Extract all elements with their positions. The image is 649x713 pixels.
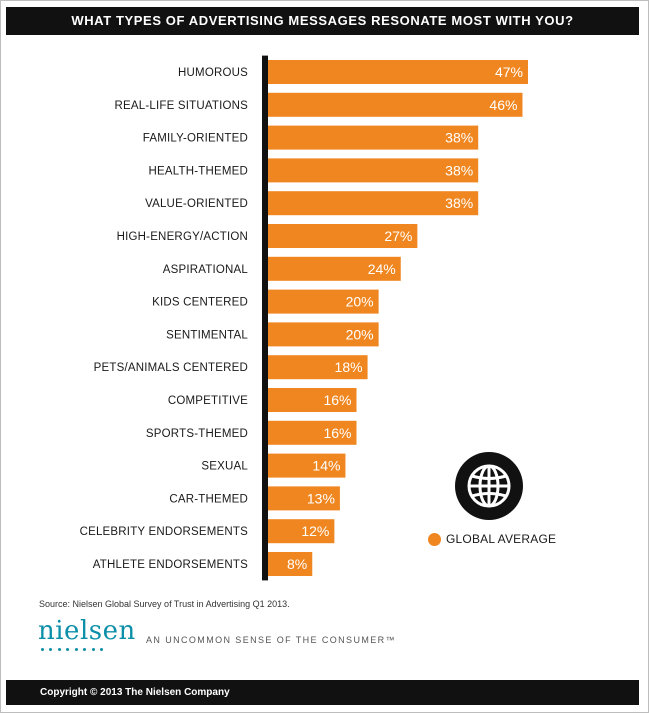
value-label: 20% (346, 294, 374, 310)
value-label: 38% (445, 195, 473, 211)
category-label: HIGH-ENERGY/ACTION (117, 231, 248, 243)
bar (268, 552, 313, 576)
bar (268, 256, 401, 281)
category-label: HUMOROUS (178, 67, 248, 79)
bar (268, 224, 418, 248)
value-label: 24% (368, 261, 396, 277)
bar-chart: HUMOROUS 47% REAL-LIFE SITUATIONS 46% FAMILY… (80, 55, 528, 581)
value-label: 38% (445, 130, 473, 146)
legend-label: GLOBAL AVERAGE (446, 532, 557, 546)
bar (268, 486, 340, 511)
category-label: FAMILY-ORIENTED (143, 133, 248, 145)
bar (268, 453, 346, 478)
category-label: CAR-THEMED (169, 493, 248, 505)
bar (268, 420, 357, 445)
footer: Copyright © 2013 The Nielsen Company (6, 680, 639, 705)
category-label: REAL-LIFE SITUATIONS (114, 100, 248, 112)
legend-swatch (428, 532, 441, 546)
value-label: 38% (445, 162, 473, 178)
category-label: VALUE-ORIENTED (145, 198, 248, 210)
logo-dots (41, 648, 103, 652)
category-label: SEXUAL (201, 461, 248, 473)
bar (268, 355, 368, 380)
category-label: CELEBRITY ENDORSEMENTS (80, 526, 249, 538)
category-label: SPORTS-THEMED (146, 428, 248, 440)
bar (268, 289, 379, 314)
bar (268, 191, 479, 216)
value-label: 47% (495, 64, 523, 80)
bar (268, 322, 379, 347)
bar (268, 125, 479, 150)
globe-icon (455, 452, 523, 520)
nielsen-logo: nielsen (38, 616, 136, 646)
y-axis-line (262, 55, 268, 581)
bar (268, 92, 523, 117)
source-note: Source: Nielsen Global Survey of Trust i… (39, 599, 290, 609)
bar (268, 519, 335, 544)
legend: GLOBAL AVERAGE (428, 532, 556, 546)
category-label: ATHLETE ENDORSEMENTS (93, 559, 248, 571)
category-label: COMPETITIVE (168, 395, 248, 407)
bar (268, 60, 528, 84)
category-label: SENTIMENTAL (166, 329, 248, 341)
copyright: Copyright © 2013 The Nielsen Company (40, 687, 230, 698)
chart-title: WHAT TYPES OF ADVERTISING MESSAGES RESON… (6, 7, 639, 35)
value-label: 46% (489, 97, 517, 113)
tagline: AN UNCOMMON SENSE OF THE CONSUMER™ (146, 635, 396, 645)
value-label: 14% (312, 458, 340, 474)
bar (268, 158, 479, 183)
category-label: HEALTH-THEMED (148, 165, 248, 177)
value-label: 13% (307, 490, 335, 506)
value-label: 18% (335, 359, 363, 375)
category-label: KIDS CENTERED (152, 297, 248, 309)
value-label: 12% (301, 523, 329, 539)
category-label: PETS/ANIMALS CENTERED (94, 362, 248, 374)
value-label: 20% (346, 326, 374, 342)
value-label: 16% (323, 425, 351, 441)
value-label: 27% (384, 228, 412, 244)
category-label: ASPIRATIONAL (163, 264, 249, 276)
value-label: 16% (323, 392, 351, 408)
bar (268, 388, 357, 412)
value-label: 8% (287, 556, 307, 572)
